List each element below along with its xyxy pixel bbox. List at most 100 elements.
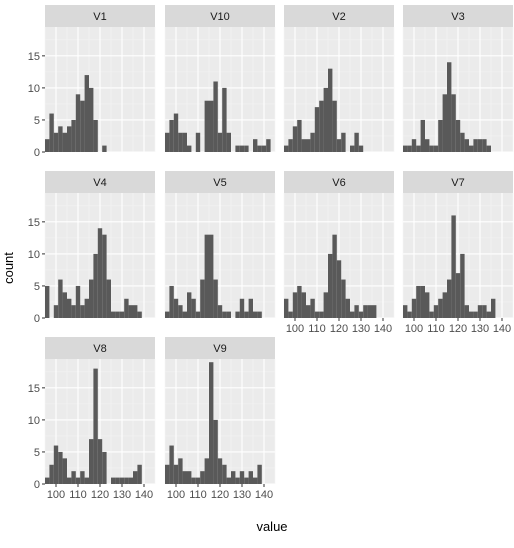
histogram-bar: [67, 126, 72, 152]
histogram-bar: [455, 273, 461, 318]
facet-strip: [165, 171, 275, 193]
histogram-bar: [235, 477, 240, 484]
y-tick-label: 10: [28, 415, 40, 427]
histogram-bar: [420, 119, 425, 152]
histogram-bar: [62, 458, 67, 484]
histogram-bar: [97, 439, 103, 484]
histogram-bar: [257, 145, 262, 152]
histogram-bar: [115, 311, 120, 318]
histogram-bar: [133, 305, 138, 318]
histogram-bar: [239, 471, 245, 484]
histogram-bar: [486, 311, 491, 318]
histogram-bar: [284, 298, 289, 318]
x-tick-label: 100: [286, 323, 304, 335]
histogram-bar: [75, 94, 81, 152]
histogram-bar: [89, 87, 94, 152]
facet-panel-v5: V5: [164, 171, 276, 319]
histogram-bar: [173, 298, 179, 318]
histogram-bar: [62, 292, 67, 318]
facet-strip-label: V1: [93, 11, 106, 23]
histogram-bar: [301, 292, 306, 318]
histogram-bar: [310, 132, 315, 152]
histogram-bar: [128, 305, 133, 318]
histogram-bar: [204, 234, 209, 318]
histogram-bar: [75, 285, 81, 318]
histogram-bar: [165, 464, 170, 484]
histogram-bar: [71, 119, 76, 152]
histogram-bar: [222, 87, 227, 152]
histogram-bar: [213, 279, 218, 318]
histogram-bar: [323, 87, 328, 152]
histogram-bar: [195, 311, 201, 318]
histogram-bar: [332, 234, 337, 318]
histogram-bar: [84, 298, 89, 318]
histogram-bar: [71, 305, 76, 318]
facet-strip: [403, 171, 513, 193]
x-tick-label: 140: [374, 323, 392, 335]
histogram-bar: [124, 477, 129, 484]
facet-strip-label: V3: [451, 11, 464, 23]
histogram-bar: [354, 132, 359, 152]
histogram-bar: [67, 298, 72, 318]
histogram-bar: [244, 311, 249, 318]
histogram-bar: [292, 292, 298, 318]
histogram-bar: [235, 311, 240, 318]
histogram-bar: [244, 145, 249, 152]
histogram-bar: [464, 139, 469, 152]
histogram-bar: [261, 145, 267, 152]
histogram-bar: [248, 298, 253, 318]
histogram-bar: [358, 311, 364, 318]
x-tick-label: 110: [427, 323, 445, 335]
histogram-bar: [106, 279, 111, 318]
histogram-bar: [248, 471, 253, 484]
histogram-bar: [93, 119, 98, 152]
histogram-bar: [226, 477, 231, 484]
y-tick-label: 5: [34, 281, 40, 293]
histogram-bar: [182, 132, 187, 152]
histogram-bar: [363, 305, 368, 318]
histogram-bar: [187, 145, 192, 152]
histogram-bar: [75, 477, 81, 484]
histogram-bar: [239, 145, 245, 152]
histogram-bar: [429, 145, 434, 152]
histogram-bar: [460, 132, 465, 152]
histogram-bar: [178, 458, 183, 484]
histogram-bar: [336, 139, 342, 152]
x-axes: 100 110 120 130 140 100 110 120 130 140 100 110 120 1…: [47, 318, 511, 501]
histogram-bar: [217, 305, 223, 318]
histogram-bar: [350, 145, 355, 152]
x-tick-label: 130: [233, 489, 251, 501]
histogram-bar: [67, 477, 72, 484]
facet-panel-v3: V3: [402, 5, 514, 153]
histogram-bar: [341, 279, 346, 318]
facet-panel-v6: V6: [283, 171, 395, 319]
histogram-bar: [455, 119, 461, 152]
histogram-bar: [111, 477, 116, 484]
facet-strip: [165, 337, 275, 359]
histogram-bar: [231, 471, 236, 484]
histogram-bar: [209, 234, 214, 318]
histogram-bar: [306, 305, 311, 318]
histogram-bar: [93, 368, 98, 484]
histogram-bar: [71, 471, 76, 484]
histogram-bar: [403, 145, 408, 152]
histogram-bar: [89, 439, 94, 484]
histogram-bar: [187, 292, 192, 318]
histogram-bar: [102, 145, 107, 152]
histogram-bar: [115, 477, 120, 484]
histogram-bar: [80, 305, 85, 318]
histogram-bar: [128, 477, 133, 484]
histogram-bar: [469, 311, 474, 318]
histogram-bar: [178, 132, 183, 152]
histogram-bar: [169, 445, 174, 484]
histogram-bar: [182, 311, 187, 318]
facet-strip: [165, 5, 275, 27]
histogram-bar: [336, 260, 342, 318]
facet-strip-label: V7: [451, 177, 464, 189]
histogram-bar: [257, 464, 262, 484]
histogram-bar: [226, 132, 231, 152]
histogram-bar: [62, 132, 67, 152]
facet-strip: [403, 5, 513, 27]
x-tick-label: 120: [211, 489, 229, 501]
